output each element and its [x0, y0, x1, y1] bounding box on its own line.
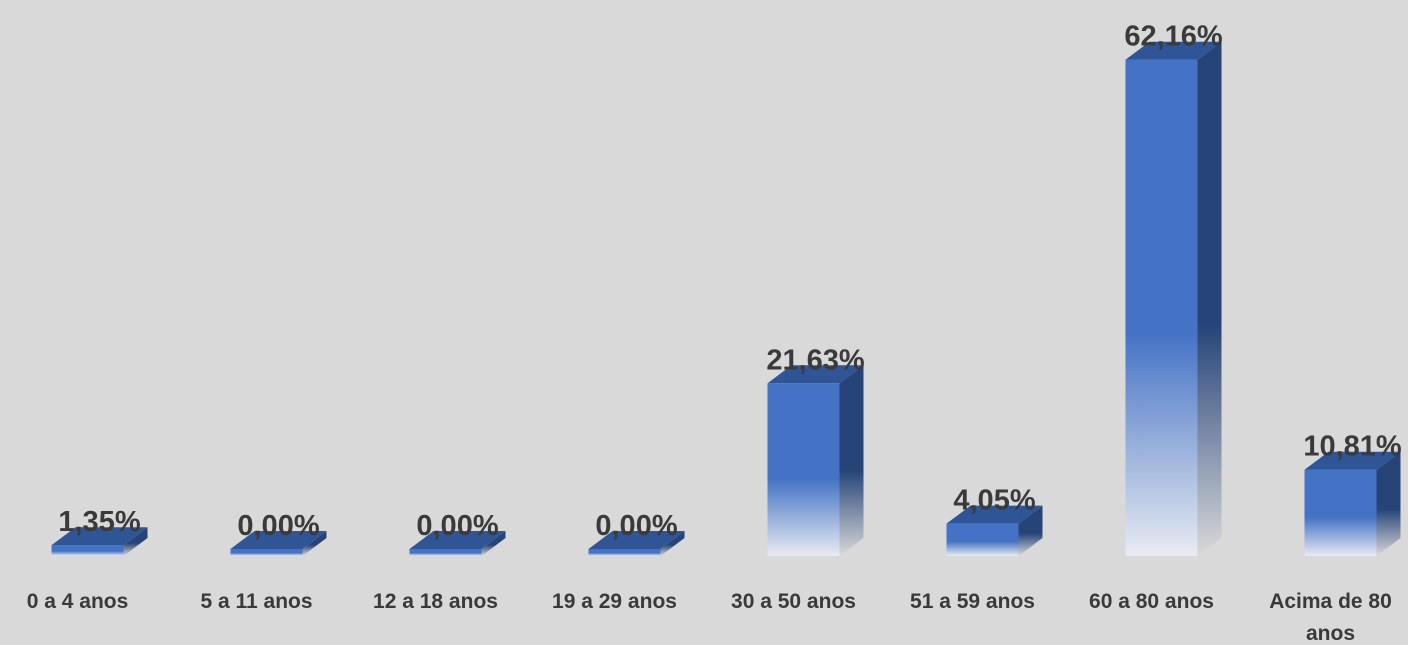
bar-front: [767, 383, 840, 556]
value-label: 0,00%: [595, 510, 677, 542]
bar-top: [1304, 451, 1401, 470]
bar-front: [1304, 469, 1377, 556]
category-label: 5 a 11 anos: [200, 590, 312, 613]
value-label: 21,63%: [766, 344, 865, 376]
category-label: 30 a 50 anos: [731, 590, 856, 613]
value-label: 0,00%: [237, 510, 319, 542]
bar-6: [946, 505, 1043, 556]
category-label: 0 a 4 anos: [27, 590, 129, 613]
bar-top: [230, 531, 327, 549]
value-label: 1,35%: [58, 506, 140, 538]
bar-top: [946, 505, 1043, 524]
bar-4: [588, 531, 685, 556]
bar-3: [409, 531, 506, 556]
bar-side: [660, 531, 685, 556]
bar-side: [1376, 451, 1401, 556]
bar-front: [946, 523, 1019, 556]
category-label: 60 a 80 anos: [1089, 590, 1214, 613]
bar-front: [51, 545, 124, 556]
category-label: Acima de 80: [1269, 590, 1392, 613]
value-label: 62,16%: [1124, 21, 1223, 53]
bar-top: [51, 527, 148, 546]
bar-top: [1125, 41, 1222, 60]
category-label: anos: [1306, 622, 1355, 645]
category-label: 12 a 18 anos: [373, 590, 498, 613]
category-label: 19 a 29 anos: [552, 590, 677, 613]
value-label: 0,00%: [416, 510, 498, 542]
value-labels-layer: 1,35% 0,00% 0,00% 0,00% 21,63% 4,05% 62,16% 10,…: [58, 21, 1402, 542]
bar-front: [1125, 59, 1198, 556]
bar-5: [767, 365, 864, 556]
bar-front: [409, 549, 482, 556]
bar-side: [1018, 505, 1043, 556]
bar-side: [1197, 41, 1222, 556]
category-labels-layer: 0 a 4 anos 5 a 11 anos 12 a 18 anos 19 a 29…: [27, 590, 1392, 645]
bar-top: [409, 531, 506, 549]
category-label: 51 a 59 anos: [910, 590, 1035, 613]
bar-front: [588, 549, 661, 556]
bars-layer: [51, 41, 1401, 556]
bar-2: [230, 531, 327, 556]
value-label: 10,81%: [1303, 431, 1402, 463]
bar-top: [767, 365, 864, 384]
bar-side: [839, 365, 864, 556]
bar-side: [302, 531, 327, 556]
bar-front: [230, 549, 303, 556]
bar-side: [481, 531, 506, 556]
bar-side: [123, 527, 148, 556]
bar-1: [51, 527, 148, 556]
bar-7: [1125, 41, 1222, 556]
value-label: 4,05%: [953, 485, 1035, 517]
bar-8: [1304, 451, 1401, 556]
bar-top: [588, 531, 685, 549]
